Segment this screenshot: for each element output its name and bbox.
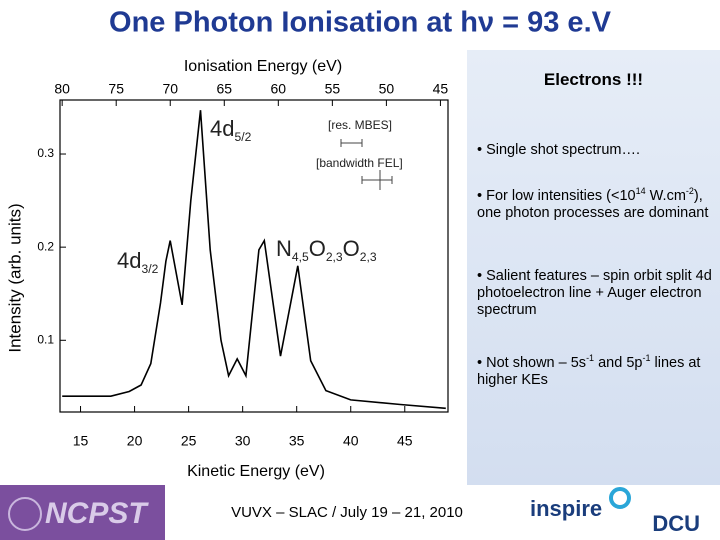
superscript: 14 (635, 186, 646, 196)
annotation-subscript: 5/2 (234, 130, 251, 144)
annotation-subscript: 3/2 (141, 262, 158, 276)
footer-text: VUVX – SLAC / July 19 – 21, 2010 (231, 504, 463, 521)
superscript: -2 (685, 186, 694, 196)
logo-text: NCPST (45, 497, 149, 530)
bullet: • Salient features – spin orbit split 4d… (477, 268, 713, 319)
x-tick-label: 15 (73, 433, 89, 449)
bullet-text: lines at higher KEs (477, 354, 701, 388)
bullet-text: W.cm (645, 187, 686, 204)
x2-tick-label: 45 (433, 81, 449, 97)
x2-tick-label: 75 (108, 81, 124, 97)
bullet-text: • Single shot spectrum…. (477, 142, 641, 158)
x2-tick-label: 65 (216, 81, 232, 97)
x-tick-label: 40 (343, 433, 359, 449)
annotation-subscript: 4,5 (292, 250, 309, 264)
y-axis-title: Intensity (arb. units) (5, 203, 24, 352)
annotation-text: [bandwidth FEL] (316, 156, 403, 170)
bullet-text: and 5p (594, 354, 643, 371)
annotation: [res. MBES] (328, 118, 392, 132)
superscript: -1 (586, 353, 595, 363)
annotation-text: [res. MBES] (328, 118, 392, 132)
panel-heading: Electrons !!! (543, 70, 644, 89)
annotation: 4d5/2 (210, 116, 252, 144)
x-tick-label: 35 (289, 433, 305, 449)
annotation-text: 4d (117, 248, 141, 273)
x2-axis-title: Ionisation Energy (eV) (184, 58, 342, 75)
annotation-subscript: 2,3 (326, 250, 343, 264)
logo-text: DCU (652, 511, 700, 536)
bullet-text: • Salient features – spin orbit split 4d… (477, 268, 712, 318)
x-tick-label: 30 (235, 433, 251, 449)
slide-title: One Photon Ionisation at hν = 93 e.V (109, 7, 612, 39)
bullet: • Not shown – 5s-1 and 5p-1 lines at hig… (477, 350, 713, 389)
annotation: [bandwidth FEL] (316, 156, 403, 170)
superscript: -1 (642, 353, 651, 363)
x2-tick-label: 55 (325, 81, 341, 97)
logo-icon (8, 497, 42, 531)
spectrum-line (62, 110, 446, 410)
x-tick-label: 20 (127, 433, 143, 449)
x-tick-label: 45 (397, 433, 413, 449)
x-axis-title: Kinetic Energy (eV) (187, 463, 325, 480)
x2-tick-label: 80 (54, 81, 70, 97)
annotation: 4d3/2 (117, 248, 159, 276)
bullet-text: ), one photon processes are dominant (477, 187, 709, 221)
x-tick-label: 25 (181, 433, 197, 449)
x2-tick-label: 60 (271, 81, 287, 97)
annotation-text: N (276, 236, 292, 261)
x2-tick-label: 50 (379, 81, 395, 97)
y-tick-label: 0.3 (37, 146, 54, 160)
annotation: N4,5O2,3O2,3 (276, 236, 377, 264)
annotation-subscript: 2,3 (360, 250, 377, 264)
bullet: • For low intensities (<1014 W.cm-2), on… (477, 183, 713, 222)
x2-tick-label: 70 (162, 81, 178, 97)
annotation-text: 4d (210, 116, 234, 141)
bullet-text: • For low intensities (<10 (477, 187, 636, 204)
bullet-text: • Not shown – 5s (477, 354, 587, 371)
y-tick-label: 0.1 (37, 332, 54, 346)
annotation-text: O (309, 236, 326, 261)
logo-block (0, 485, 165, 540)
text-panel: Electrons !!! • Single shot spectrum…. • … (467, 50, 720, 485)
bullet: • Single shot spectrum…. (477, 142, 713, 159)
annotation-text: O (343, 236, 360, 261)
plot-frame (59, 99, 449, 413)
y-tick-label: 0.2 (37, 239, 54, 253)
logo-text: inspire (530, 496, 602, 521)
logo-icon (609, 487, 631, 509)
